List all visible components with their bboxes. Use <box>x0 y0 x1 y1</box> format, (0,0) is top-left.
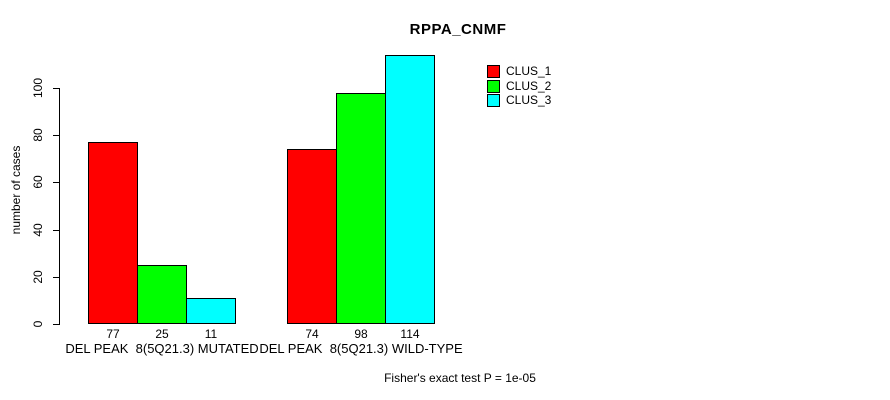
y-tick-label: 60 <box>31 175 45 189</box>
bar-clus_2-group2 <box>336 93 386 324</box>
y-tick-label: 40 <box>31 223 45 237</box>
y-tick-mark <box>53 277 59 278</box>
y-tick-mark <box>53 135 59 136</box>
bar-clus_2-group1 <box>137 265 187 324</box>
y-tick-label: 80 <box>31 128 45 142</box>
y-tick-label: 100 <box>31 77 45 99</box>
bar-value-label: 98 <box>354 327 368 341</box>
bar-value-label: 77 <box>106 327 120 341</box>
y-tick-label: 0 <box>31 320 45 328</box>
legend-item: CLUS_1 <box>487 64 551 78</box>
legend-label: CLUS_3 <box>506 93 552 107</box>
legend-swatch-clus_1 <box>487 64 500 78</box>
bar-clus_3-group2 <box>385 55 435 324</box>
bar-clus_3-group1 <box>186 298 236 324</box>
bar-value-label: 74 <box>305 327 319 341</box>
legend-swatch-clus_2 <box>487 79 500 93</box>
legend-item: CLUS_3 <box>487 93 551 107</box>
legend-swatch-clus_3 <box>487 93 500 107</box>
x-group-label: DEL PEAK 8(5Q21.3) MUTATED <box>65 341 259 356</box>
y-tick-mark <box>53 230 59 231</box>
fisher-test-annotation: Fisher's exact test P = 1e-05 <box>384 371 536 385</box>
bar-value-label: 25 <box>155 327 169 341</box>
legend-item: CLUS_2 <box>487 79 551 93</box>
bar-value-label: 114 <box>400 327 420 341</box>
bar-clus_1-group2 <box>287 149 337 324</box>
legend-label: CLUS_2 <box>506 79 552 93</box>
x-group-label: DEL PEAK 8(5Q21.3) WILD-TYPE <box>259 341 463 356</box>
legend-label: CLUS_1 <box>506 64 552 78</box>
y-tick-label: 20 <box>31 270 45 284</box>
y-tick-mark <box>53 182 59 183</box>
bar-value-label: 11 <box>204 327 218 341</box>
bar-clus_1-group1 <box>88 142 138 324</box>
y-tick-mark <box>53 88 59 89</box>
y-axis-line <box>59 88 60 325</box>
chart-title: RPPA_CNMF <box>409 21 507 38</box>
y-tick-mark <box>53 324 59 325</box>
